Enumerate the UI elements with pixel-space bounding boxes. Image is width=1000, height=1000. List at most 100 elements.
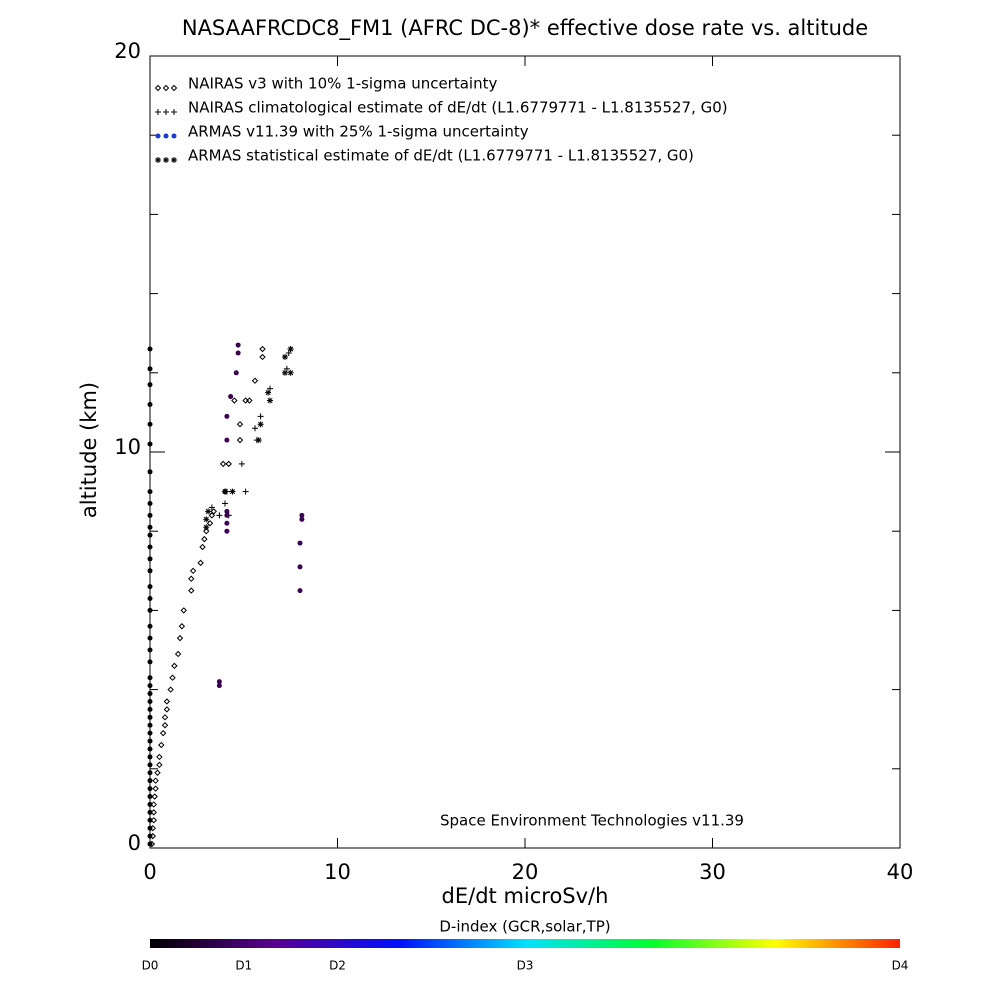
marker-part	[224, 520, 230, 526]
data-point	[225, 460, 232, 468]
marker-part	[147, 401, 153, 407]
marker-part	[199, 543, 206, 551]
data-point	[147, 421, 153, 427]
data-point	[147, 675, 153, 681]
data-point	[147, 544, 153, 550]
marker-part	[147, 623, 153, 629]
data-point	[159, 729, 167, 737]
data-point	[236, 436, 244, 444]
data-point	[147, 584, 153, 590]
data-point	[147, 441, 153, 447]
data-point	[228, 394, 234, 400]
data-point	[147, 647, 153, 653]
marker-part	[169, 674, 176, 681]
marker-part	[258, 421, 264, 427]
legend-label: NAIRAS climatological estimate of dE/dt …	[188, 99, 728, 117]
data-point	[147, 714, 153, 720]
legend-label: ARMAS statistical estimate of dE/dt (L1.…	[188, 147, 694, 165]
y-tick-label: 10	[114, 435, 141, 459]
data-point	[299, 512, 305, 518]
annotation: Space Environment Technologies v11.39	[440, 812, 744, 830]
data-point	[282, 369, 288, 376]
marker-part	[203, 527, 210, 535]
data-point	[235, 350, 241, 356]
marker-part	[147, 635, 153, 641]
marker-part	[224, 512, 230, 518]
legend-symbol	[163, 109, 169, 115]
data-point	[147, 346, 153, 352]
data-point	[147, 489, 153, 495]
data-point	[147, 706, 153, 712]
data-point	[206, 520, 214, 527]
data-point	[188, 587, 195, 594]
marker-part	[174, 650, 182, 658]
data-point	[147, 635, 153, 641]
data-point	[161, 714, 169, 721]
data-point	[199, 543, 206, 551]
marker-part	[147, 366, 153, 372]
marker-part	[154, 84, 162, 92]
marker-part	[203, 524, 209, 530]
x-tick-label: 30	[699, 860, 726, 884]
marker-part	[147, 817, 153, 823]
data-point	[147, 770, 153, 776]
marker-part	[235, 342, 241, 348]
colorbar	[150, 939, 900, 948]
legend-symbol	[155, 157, 161, 163]
data-point	[147, 722, 153, 728]
data-point	[167, 686, 174, 693]
marker-part	[147, 556, 153, 562]
marker-part	[224, 528, 230, 534]
data-point	[174, 650, 182, 658]
marker-part	[197, 559, 204, 567]
data-point	[147, 778, 153, 784]
data-point	[147, 691, 153, 697]
data-point	[147, 623, 153, 629]
marker-part	[224, 413, 230, 419]
data-point	[147, 698, 153, 704]
marker-part	[147, 683, 153, 689]
marker-part	[147, 770, 153, 776]
marker-part	[147, 706, 153, 712]
data-point	[259, 353, 266, 361]
data-point	[147, 469, 153, 475]
data-point	[147, 730, 153, 736]
y-axis-label: altitude (km)	[77, 382, 101, 518]
data-point	[180, 607, 187, 614]
data-point	[222, 488, 228, 495]
data-point	[151, 793, 158, 800]
data-point	[219, 460, 227, 468]
data-point	[259, 345, 266, 353]
marker-part	[156, 753, 163, 761]
marker-part	[224, 508, 230, 514]
data-point	[147, 568, 153, 574]
x-tick-label: 20	[512, 860, 539, 884]
y-tick-label: 20	[114, 39, 141, 63]
data-point	[201, 535, 208, 543]
marker-part	[222, 489, 228, 495]
data-point	[287, 346, 294, 353]
marker-part	[265, 390, 271, 396]
data-point	[216, 679, 222, 685]
marker-part	[267, 397, 273, 404]
marker-part	[147, 786, 153, 792]
marker-part	[147, 584, 153, 590]
data-point	[147, 596, 153, 602]
data-point	[147, 746, 153, 752]
data-point	[147, 524, 153, 530]
marker-part	[147, 746, 153, 752]
marker-part	[147, 441, 153, 447]
legend-symbol	[163, 157, 169, 163]
data-point	[224, 508, 230, 514]
marker-part	[259, 345, 266, 353]
data-point	[171, 662, 178, 670]
marker-part	[206, 520, 214, 527]
data-point	[299, 516, 305, 522]
data-point	[147, 659, 153, 665]
marker-part	[246, 397, 253, 404]
marker-part	[147, 698, 153, 704]
data-point	[152, 785, 159, 792]
marker-part	[147, 568, 153, 574]
data-point	[154, 769, 161, 776]
